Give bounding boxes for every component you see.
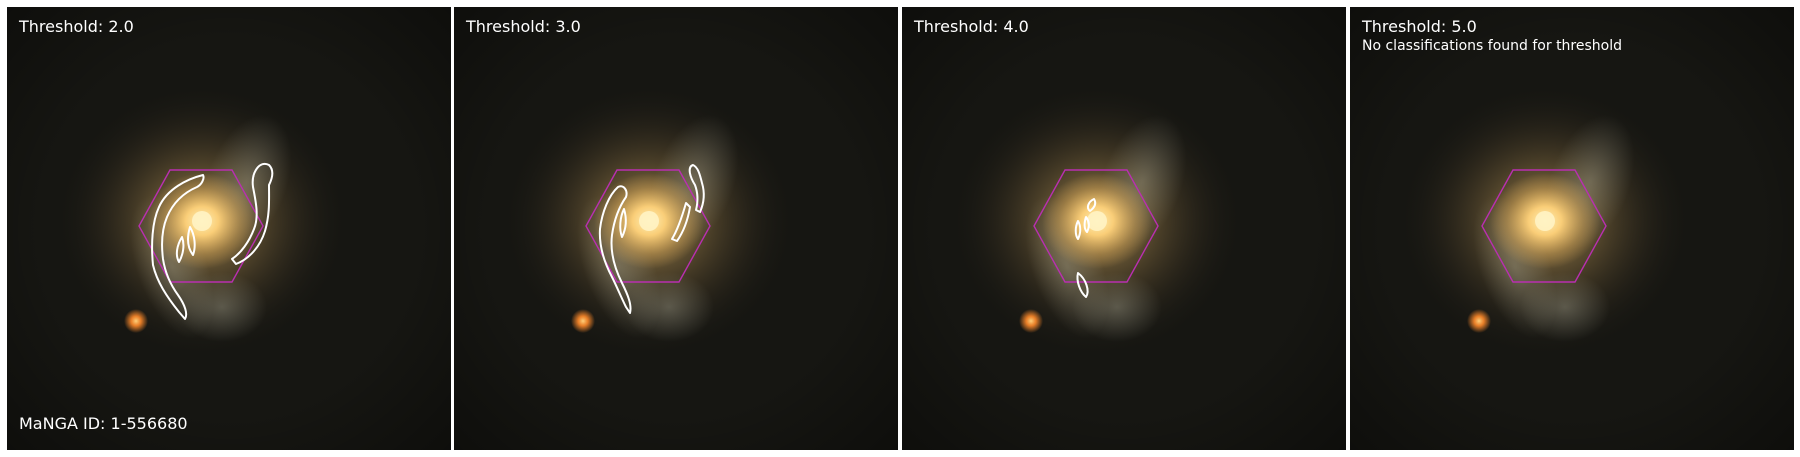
arm-contour-1 <box>598 185 632 314</box>
arm-contour-4 <box>187 226 196 256</box>
panel-title: Threshold: 5.0 <box>1362 17 1477 36</box>
arm-contour-2 <box>1074 220 1082 240</box>
panel-title: Threshold: 3.0 <box>466 17 581 36</box>
arm-contour-1 <box>1086 198 1097 212</box>
spiral-arm-contours <box>598 164 705 314</box>
spiral-arm-contours <box>1074 198 1097 298</box>
ifu-hexagon <box>585 169 711 283</box>
arm-contour-4 <box>619 208 627 238</box>
panel-threshold-3: Threshold: 3.0 <box>454 7 898 450</box>
arm-contour-3 <box>1083 216 1090 233</box>
arm-contour-2 <box>231 162 274 265</box>
arm-contour-3 <box>671 202 691 242</box>
arm-contour-3 <box>175 236 185 263</box>
galaxy-image <box>1350 7 1794 450</box>
panel-title: Threshold: 2.0 <box>19 17 134 36</box>
arm-contour-4 <box>1076 272 1089 298</box>
arm-contour-2 <box>688 164 705 213</box>
no-classifications-note: No classifications found for threshold <box>1362 38 1622 54</box>
panel-title: Threshold: 4.0 <box>914 17 1029 36</box>
galaxy-image <box>902 7 1346 450</box>
galaxy-image <box>454 7 898 450</box>
spiral-arm-contours <box>151 162 274 320</box>
manga-id-label: MaNGA ID: 1-556680 <box>19 414 188 433</box>
ifu-hexagon <box>138 169 264 283</box>
galaxy-image <box>7 7 451 450</box>
panel-threshold-2: Threshold: 2.0 MaNGA ID: 1-556680 <box>7 7 451 450</box>
ifu-hexagon <box>1481 169 1607 283</box>
panel-threshold-5: Threshold: 5.0 No classifications found … <box>1350 7 1794 450</box>
arm-contour-1 <box>151 174 205 320</box>
panel-threshold-4: Threshold: 4.0 <box>902 7 1346 450</box>
ifu-hexagon <box>1033 169 1159 283</box>
